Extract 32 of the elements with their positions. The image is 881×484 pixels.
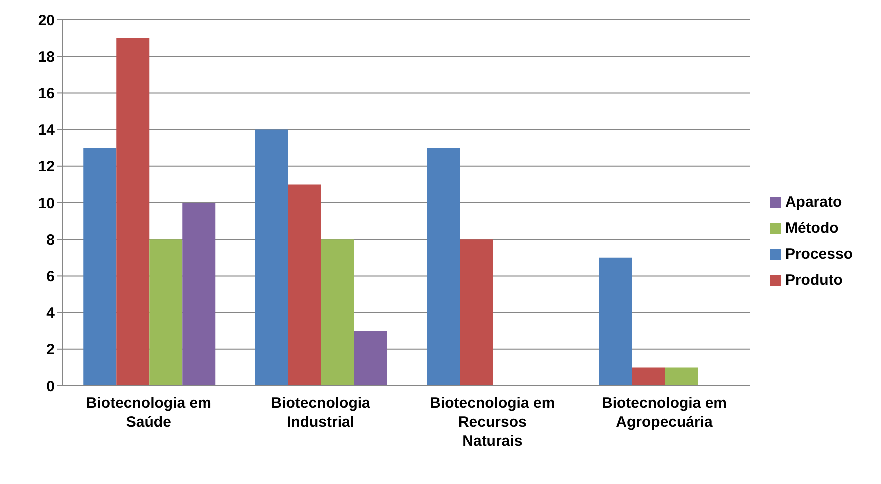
bar — [182, 203, 216, 386]
y-tick-label: 20 — [38, 12, 55, 30]
bar — [84, 148, 117, 386]
bar — [150, 240, 183, 386]
bar — [665, 368, 698, 386]
bar — [321, 240, 354, 386]
y-tick-label: 6 — [46, 268, 55, 286]
legend-label: Processo — [785, 246, 853, 263]
x-tick-label: Biotecnologia Industrial — [271, 395, 372, 431]
bar — [427, 148, 460, 386]
y-tick-label: 10 — [38, 195, 55, 212]
legend-label: Aparato — [785, 194, 842, 211]
y-tick-label: 0 — [46, 378, 55, 396]
x-tick-label: Biotecnologia em Recursos Naturais — [430, 395, 556, 450]
bar — [354, 331, 388, 386]
legend-label: Produto — [785, 272, 843, 289]
y-tick-label: 8 — [46, 232, 55, 249]
bar — [460, 240, 494, 386]
x-tick-label: Biotecnologia em Saúde — [86, 395, 212, 431]
bar — [599, 258, 632, 386]
y-tick-label: 18 — [38, 48, 55, 66]
y-tick-label: 4 — [46, 305, 56, 322]
y-tick-label: 16 — [38, 86, 55, 103]
x-tick-label: Biotecnologia em Agropecuária — [602, 395, 728, 431]
legend-label: Método — [785, 220, 839, 237]
y-tick-label: 12 — [38, 158, 55, 176]
y-tick-label: 2 — [46, 342, 55, 359]
y-tick-label: 14 — [38, 122, 56, 140]
bar — [255, 130, 288, 386]
bar — [632, 368, 666, 386]
bar — [116, 38, 150, 386]
bar — [288, 184, 322, 386]
